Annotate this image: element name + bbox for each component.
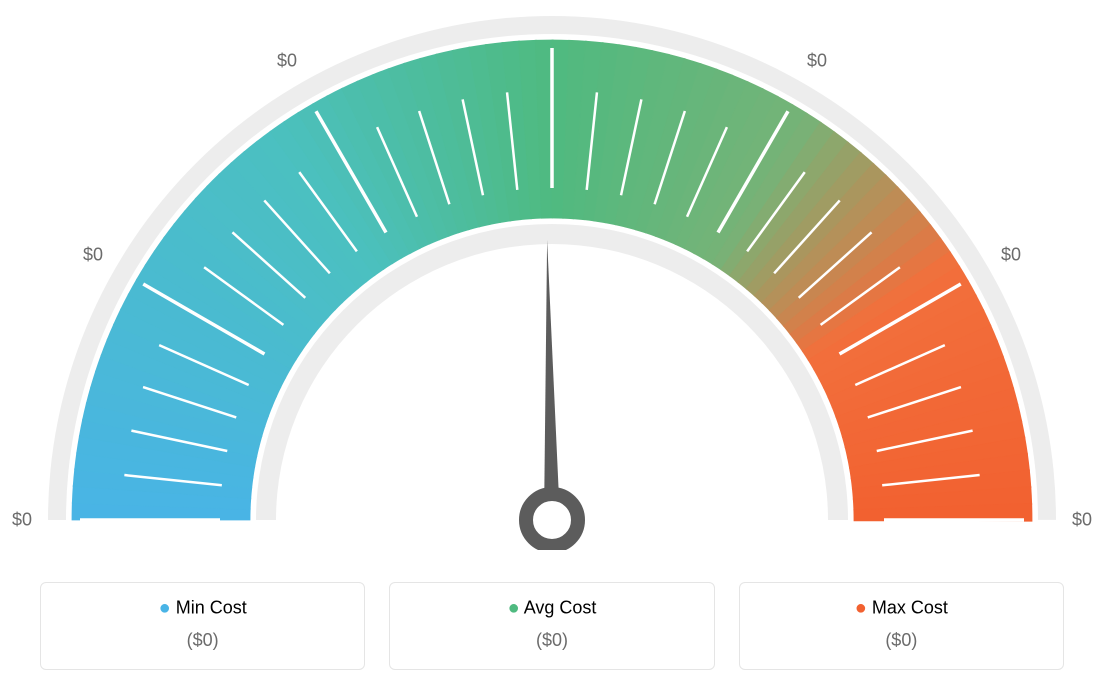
gauge-scale-label: $0 [1001, 245, 1021, 266]
gauge-scale-label: $0 [83, 245, 103, 266]
gauge-scale-label: $0 [807, 51, 827, 72]
legend-value-avg: ($0) [400, 630, 703, 651]
legend-text-max: Max Cost [872, 597, 948, 617]
cost-gauge-container: $0 $0 $0 $0 $0 $0 $0 ● Min Cost ($0) ● Avg Cos… [0, 0, 1104, 690]
gauge-scale-label: $0 [12, 510, 32, 531]
legend-text-avg: Avg Cost [524, 597, 597, 617]
legend-row: ● Min Cost ($0) ● Avg Cost ($0) ● Max Co… [40, 582, 1064, 670]
legend-value-max: ($0) [750, 630, 1053, 651]
legend-value-min: ($0) [51, 630, 354, 651]
legend-card-min: ● Min Cost ($0) [40, 582, 365, 670]
legend-card-max: ● Max Cost ($0) [739, 582, 1064, 670]
gauge-scale-label: $0 [542, 0, 562, 1]
legend-dot-max: ● [855, 597, 867, 619]
legend-dot-min: ● [159, 597, 171, 619]
legend-card-avg: ● Avg Cost ($0) [389, 582, 714, 670]
gauge-chart: $0 $0 $0 $0 $0 $0 $0 [0, 0, 1104, 550]
legend-label-max: ● Max Cost [750, 597, 1053, 620]
gauge-scale-label: $0 [1072, 510, 1092, 531]
legend-dot-avg: ● [508, 597, 520, 619]
legend-label-avg: ● Avg Cost [400, 597, 703, 620]
legend-label-min: ● Min Cost [51, 597, 354, 620]
legend-text-min: Min Cost [176, 597, 247, 617]
gauge-scale-label: $0 [277, 51, 297, 72]
